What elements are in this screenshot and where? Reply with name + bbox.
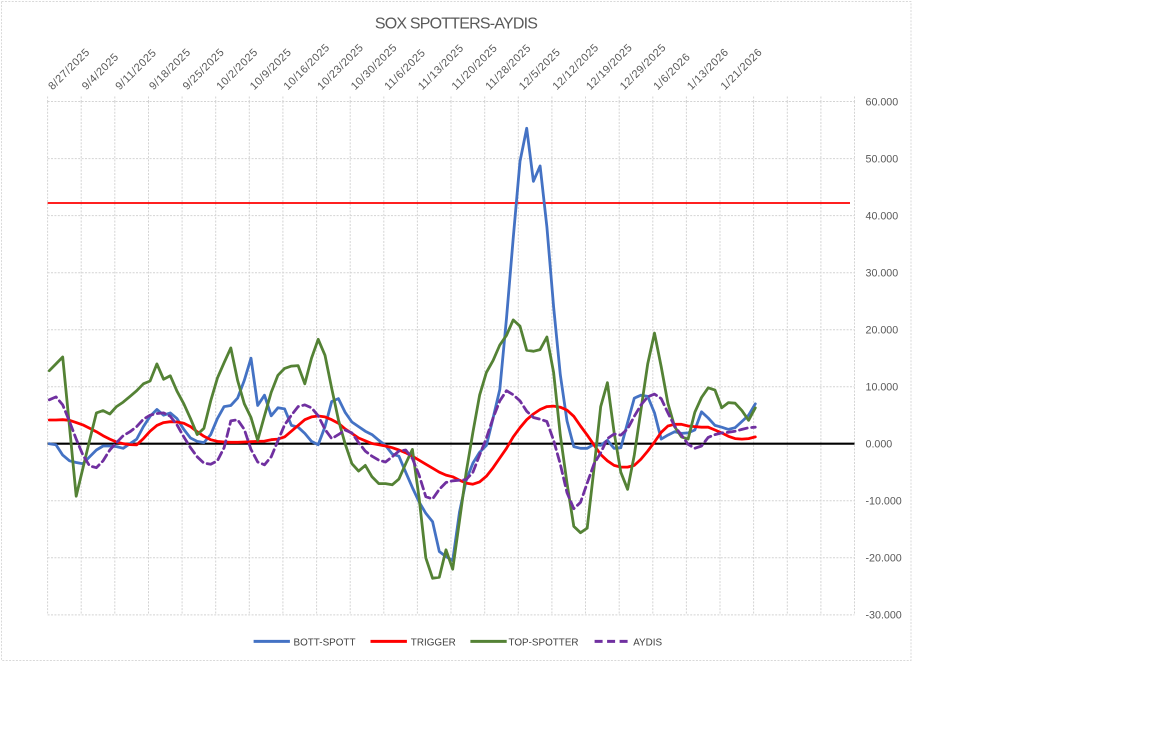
svg-text:30.000: 30.000 <box>866 268 899 280</box>
svg-text:-20.000: -20.000 <box>866 553 902 565</box>
svg-text:60.000: 60.000 <box>866 96 899 108</box>
svg-text:10.000: 10.000 <box>866 382 899 394</box>
svg-text:50.000: 50.000 <box>866 153 899 165</box>
svg-text:SOX SPOTTERS-AYDIS: SOX SPOTTERS-AYDIS <box>375 16 537 33</box>
svg-text:TRIGGER: TRIGGER <box>411 637 456 648</box>
svg-text:-10.000: -10.000 <box>866 496 902 508</box>
svg-text:BOTT-SPOTT: BOTT-SPOTT <box>294 637 356 648</box>
svg-text:-30.000: -30.000 <box>866 610 902 622</box>
svg-text:0.000: 0.000 <box>866 439 893 451</box>
svg-text:20.000: 20.000 <box>866 325 899 337</box>
svg-text:TOP-SPOTTER: TOP-SPOTTER <box>509 637 579 648</box>
svg-text:AYDIS: AYDIS <box>633 637 662 648</box>
svg-text:40.000: 40.000 <box>866 210 899 222</box>
